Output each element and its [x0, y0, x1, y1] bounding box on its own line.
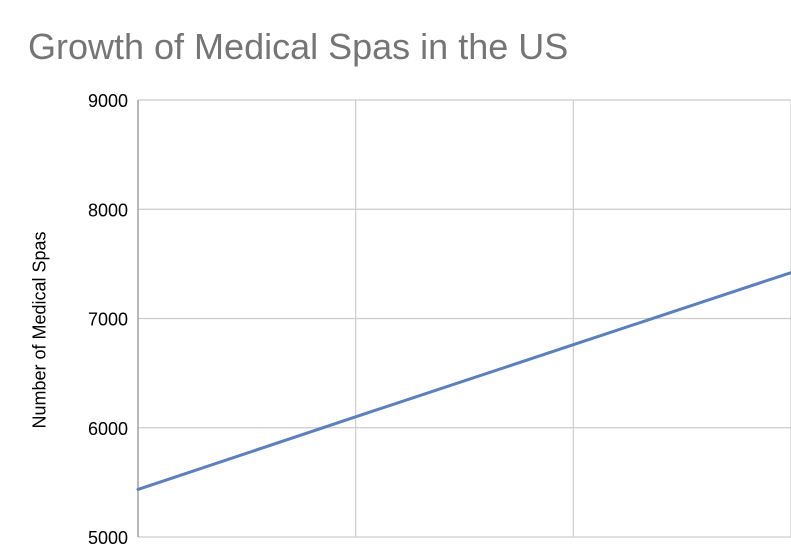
series-line-0: [136, 271, 791, 491]
y-tick-label-5000: 5000: [88, 528, 128, 547]
series-layer: [136, 271, 791, 491]
y-tick-label-6000: 6000: [88, 419, 128, 439]
chart-title: Growth of Medical Spas in the US: [28, 26, 569, 67]
grid-lines: [137, 99, 791, 538]
y-tick-label-8000: 8000: [88, 200, 128, 220]
y-tick-labels: 9000 8000 7000 6000 5000: [88, 91, 128, 547]
y-tick-label-7000: 7000: [88, 310, 128, 330]
y-tick-label-9000: 9000: [88, 91, 128, 111]
